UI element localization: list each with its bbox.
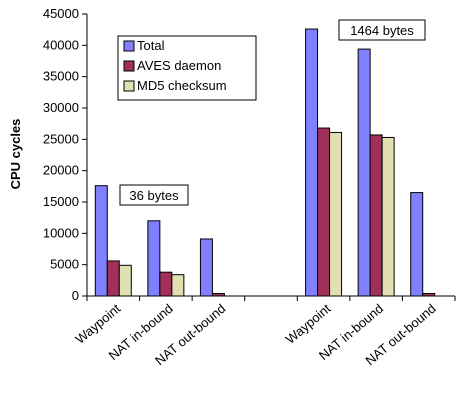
y-axis: 0 5000 10000 15000 20000 25000 30000 35000 40000… — [43, 6, 88, 303]
y-tick-label: 35000 — [43, 69, 79, 84]
bar-aves-daemon-nat-in-bound-2 — [369, 134, 383, 297]
legend-label-md5-checksum: MD5 checksum — [137, 78, 227, 93]
annotation-text-36-bytes: 36 bytes — [129, 188, 179, 203]
y-tick-label: 15000 — [43, 194, 79, 209]
legend-swatch-md5-checksum — [123, 80, 135, 92]
legend-label-aves-daemon: AVES daemon — [137, 58, 221, 73]
y-tick-label: 25000 — [43, 131, 79, 146]
annotation-box-1464-bytes — [338, 19, 426, 41]
bar-aves-daemon-waypoint-1 — [106, 260, 120, 297]
y-tick-label: 20000 — [43, 163, 79, 178]
legend-swatch-aves-daemon — [123, 60, 135, 72]
bar-total-nat-out-bound-1 — [199, 238, 213, 297]
legend-label-total: Total — [137, 38, 165, 53]
x-category-label: Waypoint — [283, 301, 334, 347]
bar-md5-checksum-waypoint-2 — [329, 131, 343, 297]
y-tick-label: 5000 — [50, 257, 79, 272]
bar-total-nat-in-bound-1 — [147, 220, 161, 297]
bar-md5-checksum-nat-in-bound-2 — [381, 136, 395, 297]
legend-swatch-total — [123, 40, 135, 52]
y-tick-label: 40000 — [43, 37, 79, 52]
annotation-text-1464-bytes: 1464 bytes — [350, 23, 414, 38]
bar-total-nat-out-bound-2 — [410, 192, 424, 297]
bar-md5-checksum-waypoint-1 — [118, 264, 132, 297]
bar-aves-daemon-nat-in-bound-1 — [159, 271, 173, 297]
bar-aves-daemon-waypoint-2 — [317, 127, 331, 297]
bar-total-waypoint-1 — [94, 185, 108, 297]
legend-box — [117, 35, 257, 101]
y-tick-label: 0 — [72, 288, 79, 303]
bar-total-nat-in-bound-2 — [357, 48, 371, 297]
legend: Total AVES daemon MD5 checksum — [117, 35, 257, 101]
bar-md5-checksum-nat-in-bound-1 — [171, 274, 185, 297]
annotation-36-bytes: 36 bytes — [119, 184, 189, 206]
y-tick-label: 45000 — [43, 6, 79, 21]
y-tick-label: 30000 — [43, 100, 79, 115]
y-tick-label: 10000 — [43, 225, 79, 240]
y-axis-title: CPU cycles — [8, 119, 23, 190]
annotation-1464-bytes: 1464 bytes — [338, 19, 426, 41]
x-category-label: Waypoint — [72, 301, 123, 347]
bar-total-waypoint-2 — [305, 28, 319, 297]
annotation-box-36-bytes — [119, 184, 189, 206]
